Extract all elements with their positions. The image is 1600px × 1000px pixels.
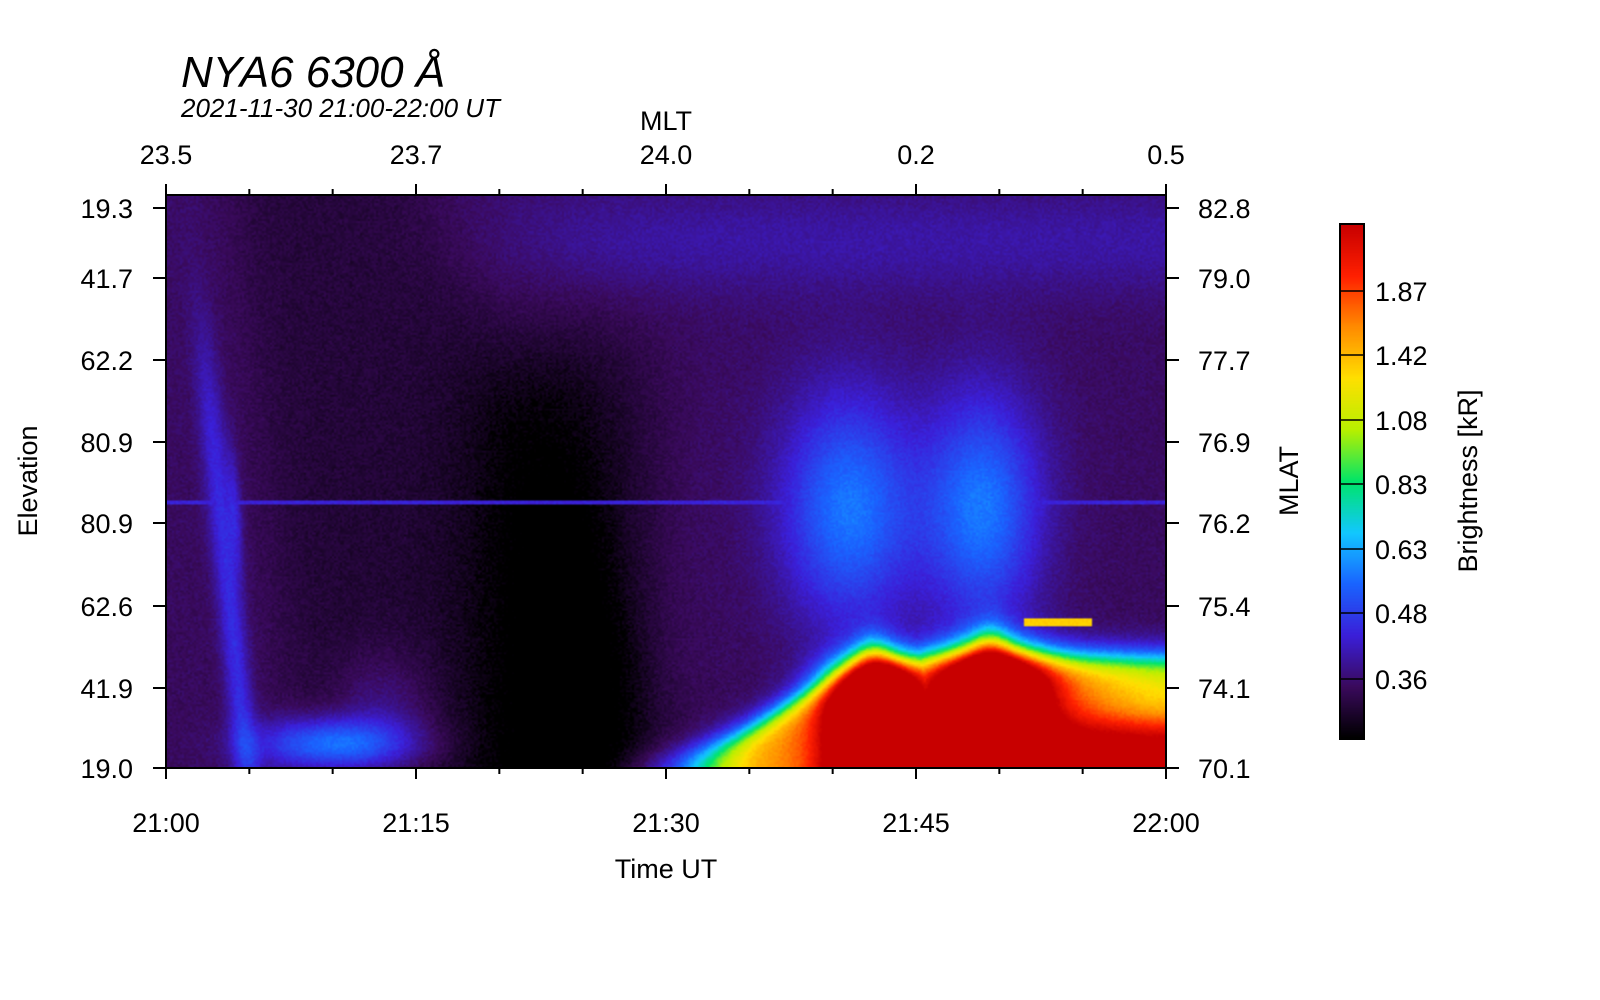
top-axis: 23.5 23.7 24.0 0.2 0.5 [140, 140, 1185, 195]
chart-subtitle: 2021-11-30 21:00-22:00 UT [180, 93, 502, 123]
colorbar [1340, 224, 1364, 739]
colorbar-tick-label: 0.48 [1375, 599, 1428, 629]
right-tick-label: 82.8 [1198, 194, 1251, 224]
right-tick-label: 77.7 [1198, 346, 1251, 376]
top-tick-label: 24.0 [640, 140, 693, 170]
x-tick-label: 21:45 [882, 808, 950, 838]
colorbar-tick-label: 1.42 [1375, 341, 1428, 371]
keogram-heatmap [166, 195, 1166, 768]
colorbar-border [1339, 223, 1365, 740]
colorbar-tick-label: 1.08 [1375, 406, 1428, 436]
right-tick-label: 79.0 [1198, 264, 1251, 294]
colorbar-tick-label: 0.36 [1375, 665, 1428, 695]
x-tick-label: 21:30 [632, 808, 700, 838]
colorbar-tick-label: 0.63 [1375, 535, 1428, 565]
right-axis: 82.8 79.0 77.7 76.9 76.2 75.4 74.1 70.1 [1166, 194, 1251, 784]
x-axis-title: Time UT [615, 854, 718, 884]
y-tick-label: 80.9 [80, 509, 133, 539]
colorbar-ticks: 0.36 0.48 0.63 0.83 1.08 1.42 1.87 [1340, 277, 1428, 695]
top-tick-label: 23.5 [140, 140, 193, 170]
y-tick-label: 19.0 [80, 754, 133, 784]
x-tick-label: 21:15 [382, 808, 450, 838]
right-tick-label: 75.4 [1198, 592, 1251, 622]
colorbar-frame [1340, 224, 1364, 739]
bottom-axis: 21:00 21:15 21:30 21:45 22:00 [132, 768, 1200, 838]
x-tick-label: 21:00 [132, 808, 200, 838]
left-axis: 19.3 41.7 62.2 80.9 80.9 62.6 41.9 19.0 [80, 194, 166, 784]
top-tick-label: 0.5 [1147, 140, 1185, 170]
y-tick-label: 62.2 [80, 346, 133, 376]
y-tick-label: 19.3 [80, 194, 133, 224]
top-tick-label: 0.2 [897, 140, 935, 170]
right-tick-label: 76.9 [1198, 428, 1251, 458]
colorbar-tick-label: 1.87 [1375, 277, 1428, 307]
top-tick-label: 23.7 [390, 140, 443, 170]
chart-title: NYA6 6300 Å [181, 48, 445, 97]
y-tick-label: 41.9 [80, 674, 133, 704]
right-tick-label: 76.2 [1198, 509, 1251, 539]
colorbar-tick-label: 0.83 [1375, 470, 1428, 500]
keogram-image-frame [166, 195, 1166, 768]
y-tick-label: 41.7 [80, 264, 133, 294]
top-axis-title: MLT [640, 106, 692, 136]
right-tick-label: 70.1 [1198, 754, 1251, 784]
right-axis-title: MLAT [1274, 446, 1304, 516]
right-tick-label: 74.1 [1198, 674, 1251, 704]
x-tick-label: 22:00 [1132, 808, 1200, 838]
colorbar-title: Brightness [kR] [1453, 389, 1483, 572]
y-tick-label: 80.9 [80, 428, 133, 458]
y-tick-label: 62.6 [80, 592, 133, 622]
y-axis-title: Elevation [13, 425, 43, 536]
